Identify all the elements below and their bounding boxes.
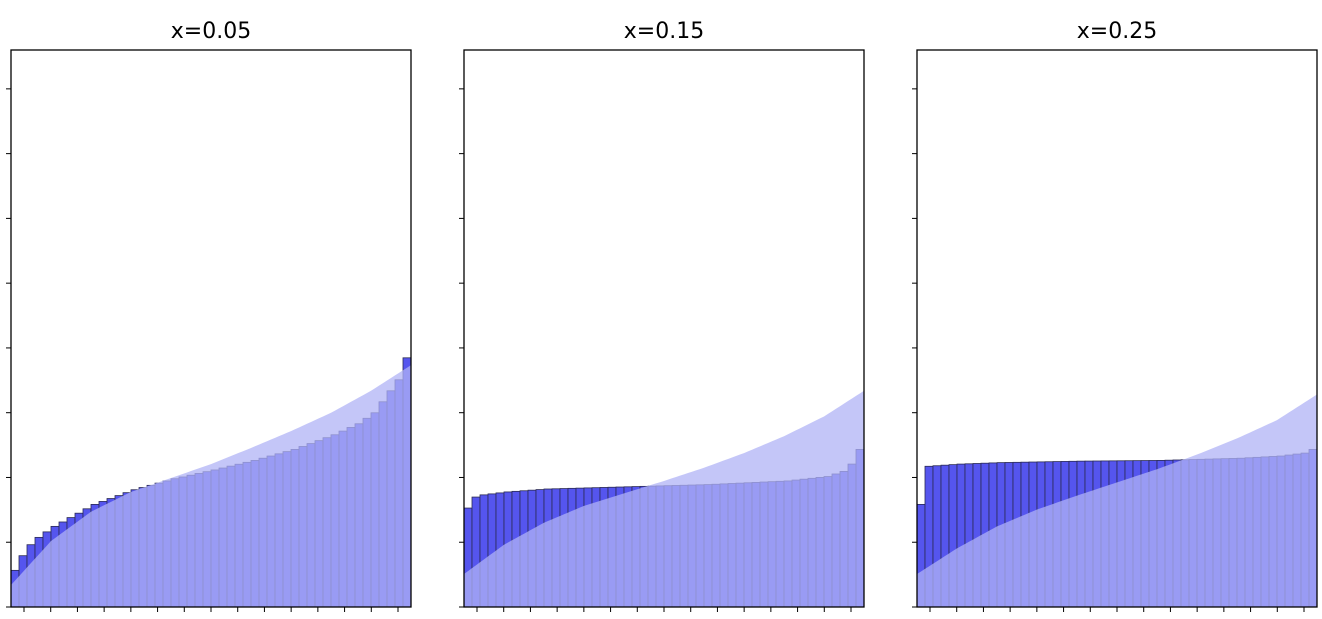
x-ticks (23, 607, 399, 612)
panel-x005: x=0.05 (6, 19, 412, 612)
shaded-curve-area (464, 390, 864, 607)
panel-x025: x=0.25 (912, 19, 1318, 612)
y-ticks (6, 88, 11, 608)
shaded-curve-area (11, 365, 411, 607)
x-ticks (929, 607, 1305, 612)
panel-title: x=0.05 (171, 19, 251, 44)
shaded-curve-area (917, 394, 1317, 607)
panel-title: x=0.15 (624, 19, 704, 44)
panel-x015: x=0.15 (459, 19, 865, 612)
y-ticks (912, 88, 917, 608)
panel-title: x=0.25 (1077, 19, 1157, 44)
y-ticks (459, 88, 464, 608)
x-ticks (476, 607, 852, 612)
